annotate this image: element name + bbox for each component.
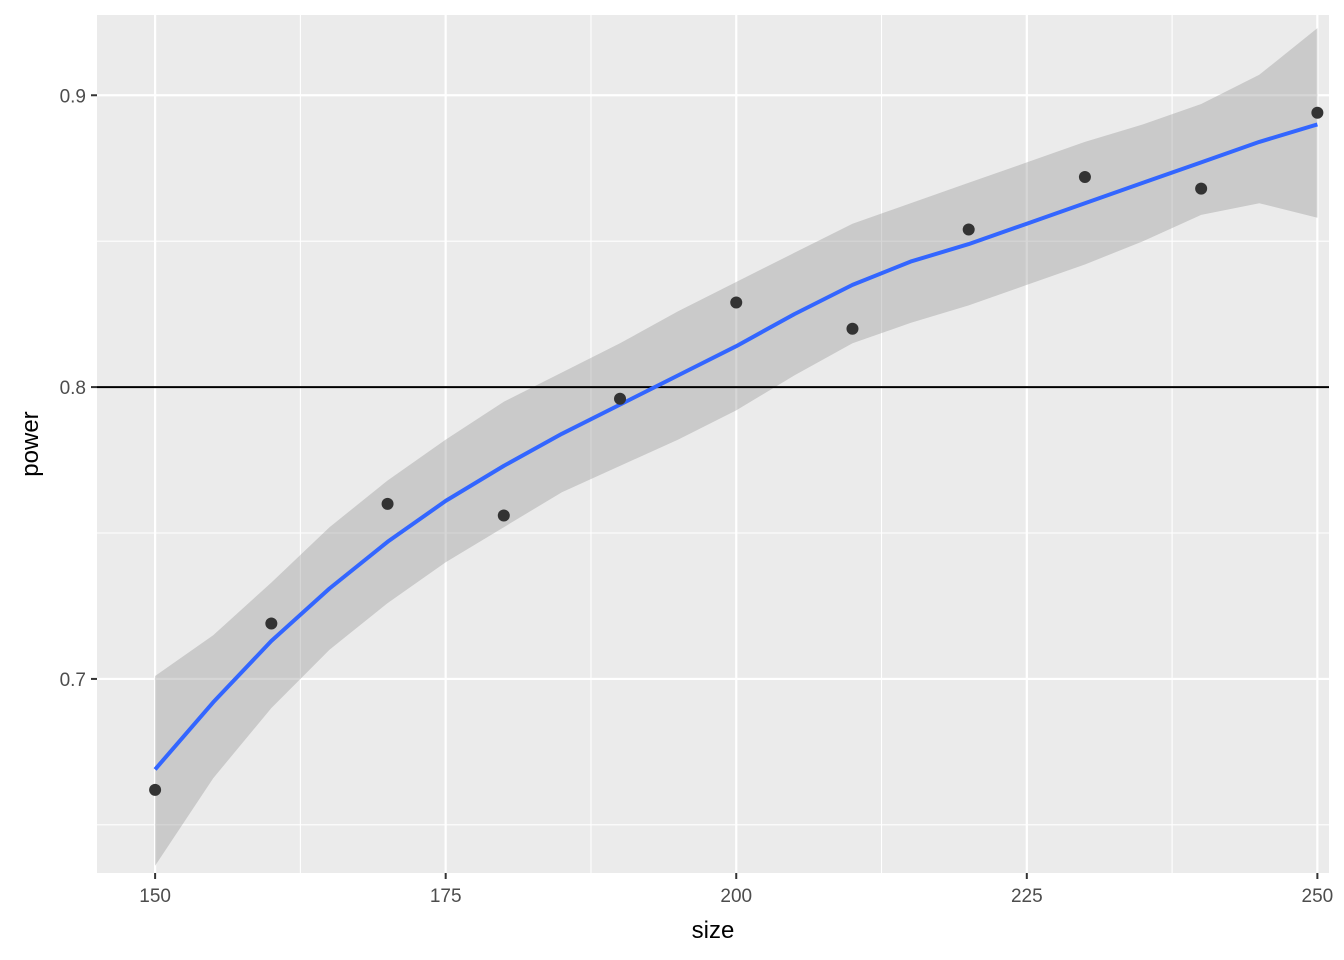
y-tick-label: 0.8 (60, 378, 86, 399)
y-axis-title: power (17, 411, 44, 476)
x-tick-label: 175 (430, 886, 462, 907)
data-point (497, 509, 510, 522)
data-point (265, 617, 278, 630)
confidence-ribbon (155, 28, 1318, 866)
x-tick-label: 200 (720, 886, 752, 907)
x-tick-label: 150 (139, 886, 171, 907)
data-point (1195, 182, 1208, 195)
data-point (614, 392, 627, 405)
data-point (1311, 106, 1324, 119)
y-tick-label: 0.7 (60, 670, 86, 691)
x-tick-label: 250 (1302, 886, 1334, 907)
smooth-line (153, 122, 1318, 771)
data-point (730, 296, 743, 309)
data-points (149, 106, 1324, 796)
plot-panel (97, 15, 1329, 873)
minor-gridlines (97, 15, 1329, 873)
data-point (149, 783, 162, 796)
data-point (1078, 170, 1091, 183)
x-axis-title: size (692, 917, 735, 944)
data-point (962, 223, 975, 236)
y-axis: 0.7 0.8 0.9 (60, 86, 97, 691)
data-point (846, 322, 859, 335)
data-point (381, 497, 394, 510)
x-axis: 150 175 200 225 250 (139, 873, 1333, 907)
x-tick-label: 225 (1011, 886, 1043, 907)
y-tick-label: 0.9 (60, 86, 86, 107)
